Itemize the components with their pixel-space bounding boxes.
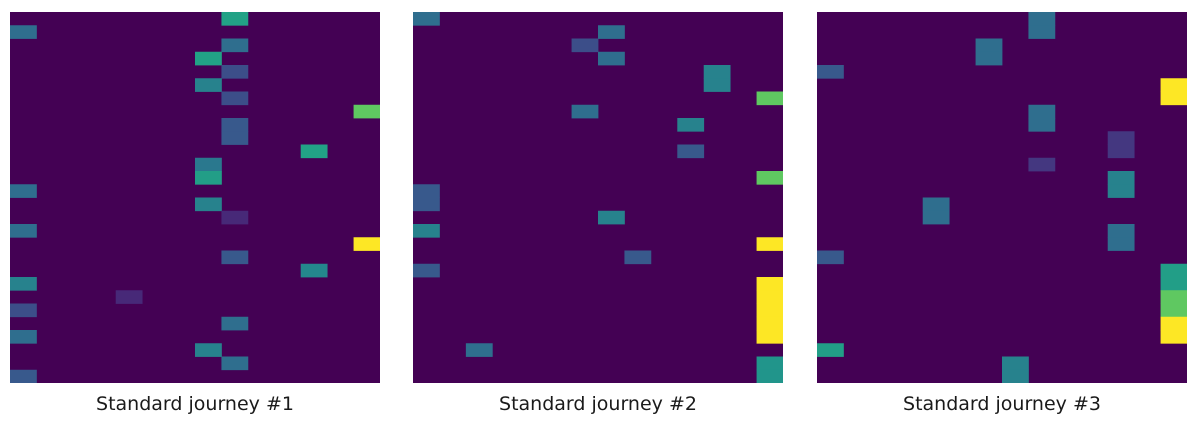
heatmap-cell [195, 157, 222, 172]
heatmap-cell [817, 65, 844, 79]
heatmap-cell [677, 118, 705, 132]
heatmap-panel-3 [817, 12, 1187, 383]
heatmap-cell [756, 171, 783, 185]
heatmap-cell [465, 343, 493, 357]
heatmap-cell [922, 210, 950, 225]
heatmap-cell [756, 369, 783, 383]
heatmap-cell [598, 51, 625, 66]
heatmap-cell [756, 356, 783, 371]
heatmap-cell [1028, 104, 1056, 119]
heatmap-panel-2 [413, 12, 783, 383]
heatmap-cell [1028, 157, 1056, 172]
heatmap-cell [1028, 12, 1056, 26]
heatmap-cell [756, 303, 783, 318]
heatmap-cell [353, 104, 380, 119]
heatmap-cell [1160, 290, 1187, 304]
heatmap-cell [195, 78, 222, 92]
heatmap-cell [1160, 78, 1187, 92]
heatmap-cell [195, 343, 222, 357]
heatmap-cell [817, 343, 844, 357]
heatmap-cell [1160, 303, 1187, 318]
heatmap-cell [1028, 25, 1056, 39]
heatmap-cell [571, 38, 599, 53]
heatmap-cell [756, 330, 783, 344]
heatmap-cell [571, 104, 599, 119]
heatmap-cell [221, 316, 249, 331]
heatmap-cell [1160, 277, 1187, 291]
heatmap-cell [1160, 316, 1187, 331]
heatmap-cell [10, 25, 37, 39]
heatmap-cell [1002, 369, 1029, 383]
heatmap-cell [1160, 263, 1187, 278]
heatmap-cell [1107, 184, 1135, 198]
heatmap-cell [115, 290, 143, 304]
heatmap-cell [195, 171, 222, 185]
heatmap-1 [10, 12, 380, 383]
heatmap-cell [703, 65, 731, 79]
heatmap-cell [221, 65, 249, 79]
heatmap-cell [703, 78, 731, 92]
heatmap-cell [1107, 237, 1135, 251]
heatmap-cell [1002, 356, 1029, 371]
heatmap-cell [10, 184, 37, 198]
heatmap-cell [922, 197, 950, 212]
heatmap-cell [598, 25, 625, 39]
heatmap-cell [756, 237, 783, 251]
heatmap-cell [975, 51, 1003, 66]
heatmap-cell [1107, 131, 1135, 145]
heatmap-cell [10, 277, 37, 291]
heatmap-cell [221, 250, 249, 265]
heatmap-3-caption: Standard journey #3 [903, 393, 1101, 415]
heatmap-cell [300, 144, 328, 159]
heatmap-2 [413, 12, 783, 383]
heatmap-cell [1107, 224, 1135, 238]
heatmap-cell [221, 356, 249, 371]
heatmap-cell [677, 144, 705, 159]
heatmap-cell [10, 224, 37, 238]
heatmap-2-caption: Standard journey #2 [499, 393, 697, 415]
heatmap-3 [817, 12, 1187, 383]
heatmap-cell [756, 316, 783, 331]
heatmap-cell [300, 263, 328, 278]
heatmap-cell [413, 184, 440, 198]
heatmap-cell [10, 369, 37, 383]
heatmap-cell [221, 131, 249, 145]
heatmap-cell [195, 197, 222, 212]
heatmap-cell [10, 303, 37, 318]
heatmap-cell [598, 210, 625, 225]
heatmap-cell [1107, 144, 1135, 159]
heatmap-cell [756, 277, 783, 291]
heatmap-1-caption: Standard journey #1 [96, 393, 294, 415]
heatmap-cell [413, 224, 440, 238]
heatmap-cell [1107, 171, 1135, 185]
heatmap-cell [975, 38, 1003, 53]
heatmap-cell [624, 250, 652, 265]
heatmap-cell [413, 263, 440, 278]
heatmap-cell [756, 91, 783, 106]
heatmap-cell [195, 51, 222, 66]
heatmap-cell [353, 237, 380, 251]
heatmap-cell [221, 210, 249, 225]
heatmap-cell [413, 197, 440, 212]
heatmap-cell [221, 38, 249, 53]
heatmap-cell [221, 91, 249, 106]
heatmap-cell [221, 12, 249, 26]
heatmap-cell [1160, 91, 1187, 106]
heatmap-cell [221, 118, 249, 132]
heatmap-cell [756, 290, 783, 304]
heatmap-cell [817, 250, 844, 265]
heatmap-panel-1 [10, 12, 380, 383]
heatmap-cell [413, 12, 440, 26]
heatmap-cell [10, 330, 37, 344]
heatmap-cell [1028, 118, 1056, 132]
heatmap-cell [1160, 330, 1187, 344]
